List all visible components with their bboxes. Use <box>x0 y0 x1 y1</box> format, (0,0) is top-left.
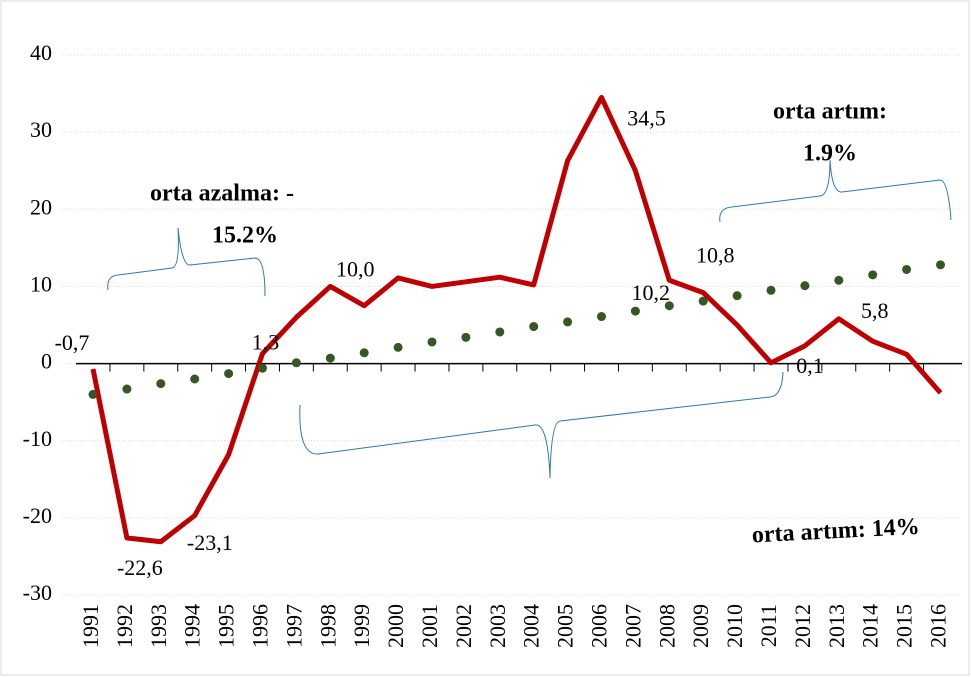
trend-point <box>359 348 369 358</box>
y-tick-label: 40 <box>30 40 52 65</box>
trend-point <box>529 322 539 332</box>
x-tick-label: 1992 <box>112 604 137 648</box>
x-tick-label: 2003 <box>485 604 510 648</box>
data-label: -22,6 <box>117 555 163 580</box>
data-label: 34,5 <box>627 105 666 130</box>
x-tick-label: 2009 <box>688 604 713 648</box>
x-tick-label: 2013 <box>824 604 849 648</box>
x-tick-label: 2006 <box>587 604 612 648</box>
y-tick-label: -30 <box>23 580 52 605</box>
data-label: 0,1 <box>796 353 824 378</box>
trend-point <box>766 285 776 295</box>
grid <box>62 54 962 596</box>
data-label: 10,0 <box>336 256 375 281</box>
trend-point <box>291 358 301 368</box>
trend-point <box>664 301 674 311</box>
y-tick-label: 30 <box>30 117 52 142</box>
x-tick-label: 2016 <box>926 604 951 648</box>
trend-point <box>495 327 505 337</box>
trend-point <box>563 317 573 327</box>
brace <box>299 371 784 479</box>
x-tick-label: 2001 <box>417 604 442 648</box>
x-tick-label: 2008 <box>654 604 679 648</box>
trend-point <box>630 306 640 316</box>
y-tick-label: -20 <box>23 503 52 528</box>
trend-point <box>393 342 403 352</box>
annotation: 1.9% <box>803 141 857 167</box>
x-tick-label: 1996 <box>248 604 273 648</box>
x-tick-label: 2015 <box>892 604 917 648</box>
data-label: 1,3 <box>252 330 280 355</box>
trend-point <box>156 379 166 389</box>
x-tick-label: 2010 <box>722 604 747 648</box>
data-label: 5,8 <box>861 298 889 323</box>
x-tick-label: 2002 <box>451 604 476 648</box>
annotation: orta azalma: - <box>150 181 294 207</box>
trend-point <box>258 363 267 373</box>
trend-point <box>88 389 98 399</box>
trend-point <box>325 353 335 363</box>
brace <box>719 159 952 223</box>
annotation: 15.2% <box>212 223 278 249</box>
trend-point <box>698 296 708 306</box>
y-tick-label: 0 <box>41 349 52 374</box>
x-tick-label: 1995 <box>214 604 239 648</box>
trend-point <box>122 384 132 394</box>
x-tick-label: 2014 <box>858 604 883 648</box>
trend-point <box>800 281 810 291</box>
brace <box>107 227 266 297</box>
x-tick-label: 2012 <box>790 604 815 648</box>
x-tick-label: 1991 <box>78 604 103 648</box>
annotation: orta artım: <box>773 99 887 125</box>
x-tick-label: 2007 <box>620 604 645 648</box>
x-tick-label: 1997 <box>281 604 306 648</box>
trend-point <box>936 260 945 270</box>
data-line <box>90 94 943 545</box>
data-label: -0,7 <box>55 330 90 355</box>
data-label: -23,1 <box>187 530 233 555</box>
data-label: 10,8 <box>696 242 735 267</box>
x-tick-label: 1994 <box>180 604 205 648</box>
x-tick-label: 2000 <box>383 604 408 648</box>
x-tick-label: 1998 <box>315 604 340 648</box>
data-label: 10,2 <box>631 280 670 305</box>
trend-point <box>224 369 234 379</box>
trend-point <box>902 264 912 274</box>
trend-point <box>190 374 200 384</box>
trend-point <box>834 275 844 285</box>
x-tick-label: 1999 <box>349 604 374 648</box>
trend-point <box>461 332 471 342</box>
x-tick-label: 2011 <box>756 604 781 647</box>
x-tick-label: 1993 <box>146 604 171 648</box>
x-tick-label: 2005 <box>553 604 578 648</box>
x-tick-label: 2004 <box>519 604 544 648</box>
trend-point <box>732 291 742 301</box>
trend-point <box>427 337 437 347</box>
y-tick-label: 10 <box>30 271 52 296</box>
trend-point <box>597 312 606 322</box>
y-tick-label: -10 <box>23 426 52 451</box>
y-tick-label: 20 <box>30 194 52 219</box>
trend-point <box>868 270 878 280</box>
